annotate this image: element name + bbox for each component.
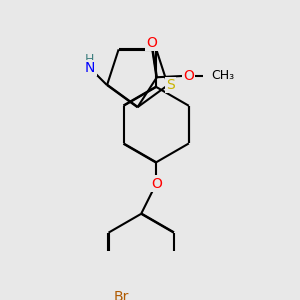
Text: H: H [84,53,94,66]
Text: S: S [166,78,175,92]
Text: O: O [146,35,157,50]
Text: O: O [151,177,162,190]
Text: CH₃: CH₃ [212,69,235,82]
Text: O: O [183,69,194,83]
Text: Br: Br [113,290,129,300]
Text: N: N [85,61,95,75]
